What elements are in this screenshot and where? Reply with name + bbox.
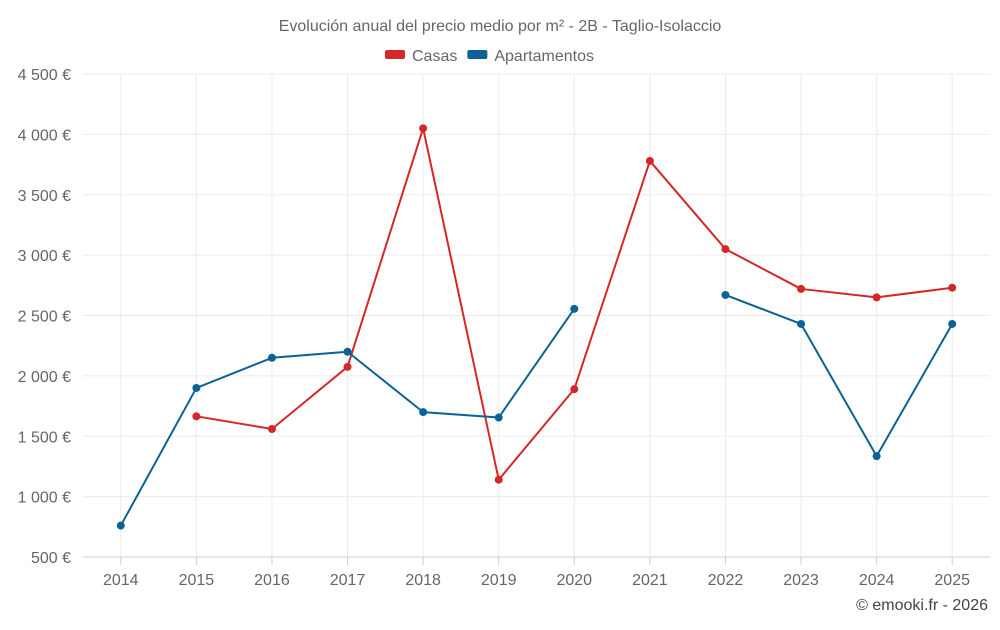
- legend-label: Casas: [412, 48, 457, 65]
- legend-swatch: [467, 50, 488, 59]
- data-point-apartamentos[interactable]: [494, 413, 503, 422]
- x-tick-label: 2022: [708, 572, 744, 589]
- data-point-apartamentos[interactable]: [570, 304, 579, 313]
- x-tick-label: 2024: [859, 572, 895, 589]
- data-point-apartamentos[interactable]: [948, 319, 957, 328]
- x-tick-label: 2020: [556, 572, 592, 589]
- data-point-casas[interactable]: [494, 475, 503, 484]
- chart-title: Evolución anual del precio medio por m² …: [279, 18, 722, 35]
- data-point-casas[interactable]: [343, 362, 352, 371]
- y-tick-label: 4 000 €: [18, 127, 71, 144]
- y-tick-label: 2 000 €: [18, 369, 71, 386]
- x-tick-label: 2015: [179, 572, 215, 589]
- grid: [83, 73, 990, 557]
- legend-item-casas[interactable]: Casas: [385, 48, 457, 65]
- data-point-casas[interactable]: [267, 425, 276, 434]
- x-tick-label: 2014: [103, 572, 139, 589]
- legend-label: Apartamentos: [494, 48, 594, 65]
- series-casas: [192, 124, 957, 484]
- x-tick-label: 2017: [330, 572, 366, 589]
- series-line-apartamentos: [725, 294, 954, 458]
- x-tick-label: 2021: [632, 572, 668, 589]
- data-point-casas[interactable]: [645, 156, 654, 165]
- y-tick-label: 4 500 €: [18, 67, 71, 84]
- data-point-apartamentos[interactable]: [872, 452, 881, 461]
- x-tick-label: 2018: [405, 572, 441, 589]
- x-tick-label: 2016: [254, 572, 290, 589]
- y-tick-label: 1 500 €: [18, 429, 71, 446]
- x-tick-label: 2023: [783, 572, 819, 589]
- data-point-casas[interactable]: [192, 412, 201, 421]
- data-point-casas[interactable]: [872, 293, 881, 302]
- series-apartamentos: [116, 290, 957, 530]
- legend-item-apartamentos[interactable]: Apartamentos: [467, 48, 594, 65]
- credit-text: © emooki.fr - 2026: [856, 597, 988, 614]
- y-tick-label: 1 000 €: [18, 490, 71, 507]
- data-point-casas[interactable]: [948, 283, 957, 292]
- data-point-apartamentos[interactable]: [267, 353, 276, 362]
- data-point-apartamentos[interactable]: [116, 521, 125, 530]
- data-point-casas[interactable]: [570, 385, 579, 394]
- axes: 500 € 1 000 € 1 500 € 2 000 € 2 500 € 3 000 €…: [18, 67, 990, 589]
- y-tick-label: 3 500 €: [18, 188, 71, 205]
- data-point-apartamentos[interactable]: [419, 408, 428, 417]
- y-tick-label: 3 000 €: [18, 248, 71, 265]
- legend-swatch: [385, 50, 405, 59]
- x-tick-label: 2019: [481, 572, 517, 589]
- legend[interactable]: Casas Apartamentos: [385, 48, 594, 65]
- x-tick-label: 2025: [934, 572, 970, 589]
- data-point-apartamentos[interactable]: [797, 319, 806, 328]
- series-layer: [116, 124, 957, 530]
- data-point-apartamentos[interactable]: [343, 347, 352, 356]
- data-point-casas[interactable]: [721, 245, 730, 254]
- data-point-casas[interactable]: [797, 284, 806, 293]
- data-point-apartamentos[interactable]: [192, 383, 201, 392]
- data-point-casas[interactable]: [419, 124, 428, 133]
- data-point-apartamentos[interactable]: [721, 290, 730, 299]
- y-tick-label: 500 €: [31, 550, 71, 567]
- y-tick-label: 2 500 €: [18, 309, 71, 326]
